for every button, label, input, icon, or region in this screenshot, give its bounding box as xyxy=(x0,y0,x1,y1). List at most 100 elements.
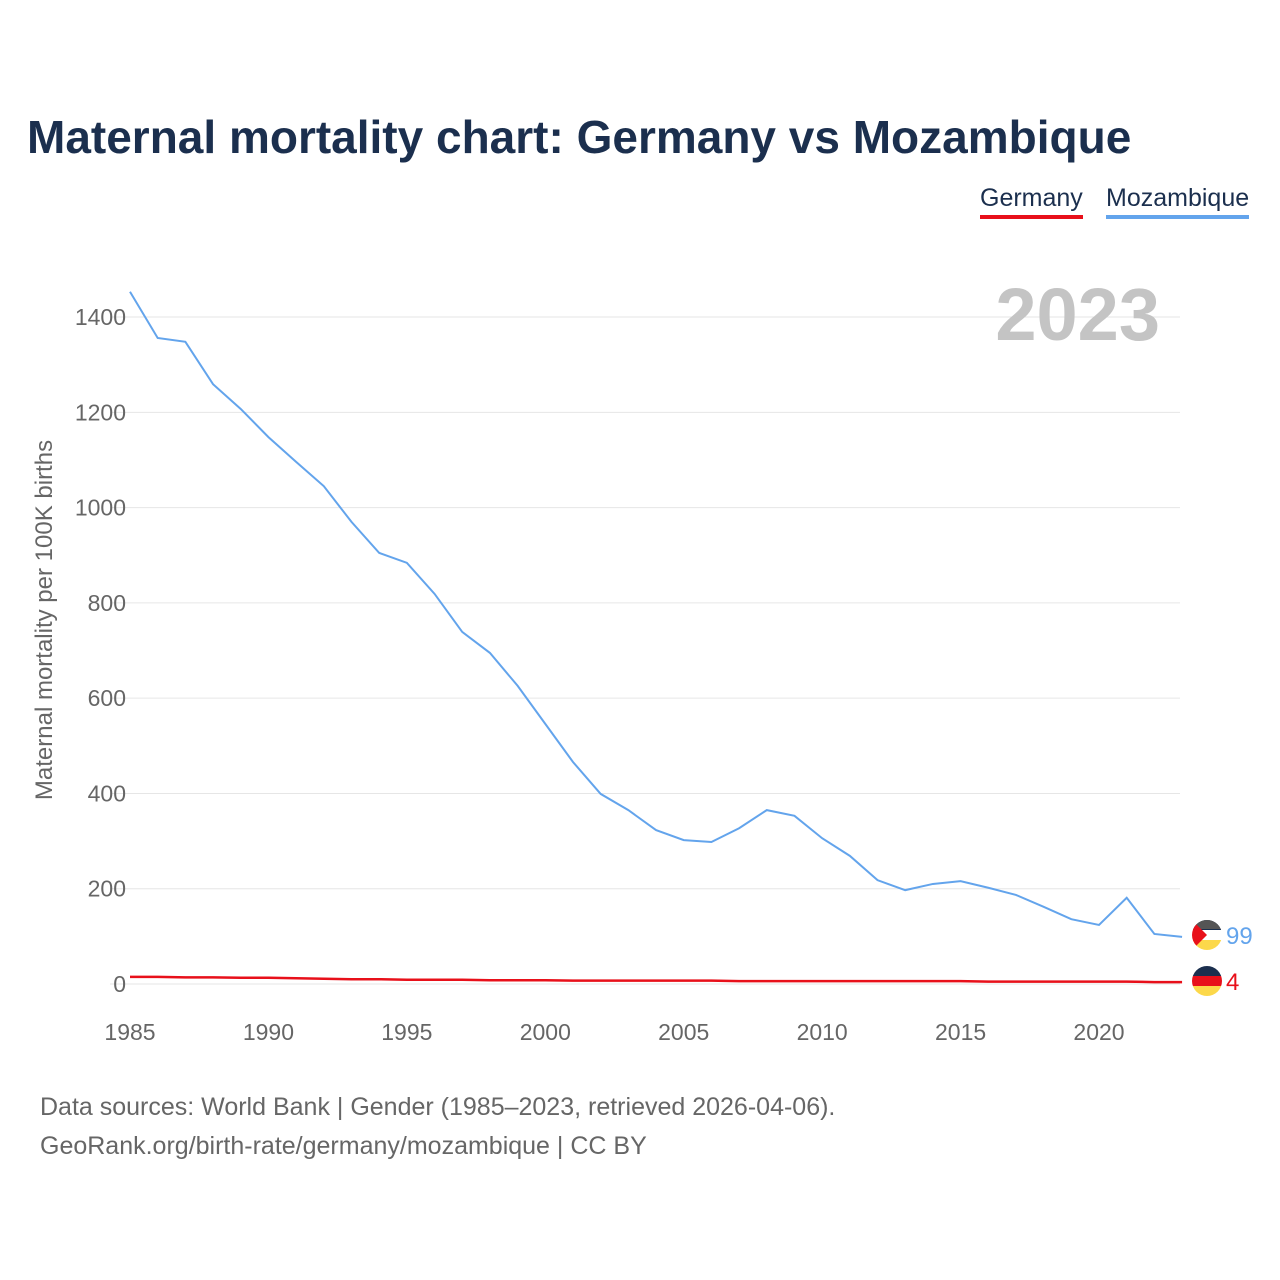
data-point xyxy=(958,878,964,884)
data-point xyxy=(155,335,161,341)
legend-mozambique[interactable]: Mozambique xyxy=(1106,184,1250,219)
year-label: 2023 xyxy=(995,273,1160,356)
data-point xyxy=(847,978,853,984)
data-point xyxy=(238,406,244,412)
data-point xyxy=(819,978,825,984)
data-point xyxy=(238,975,244,981)
data-point xyxy=(875,978,881,984)
data-point xyxy=(542,721,548,727)
data-point xyxy=(265,434,271,440)
chart-title: Maternal mortality chart: Germany vs Moz… xyxy=(27,111,1132,163)
data-point xyxy=(515,977,521,983)
data-point xyxy=(875,877,881,883)
data-point xyxy=(708,839,714,845)
series-line-mozambique xyxy=(129,291,1183,938)
data-point xyxy=(681,978,687,984)
y-tick-label: 200 xyxy=(88,876,126,902)
data-point xyxy=(348,976,354,982)
data-point xyxy=(1041,904,1047,910)
data-point xyxy=(930,978,936,984)
data-point xyxy=(210,974,216,980)
x-tick-label: 2015 xyxy=(935,1019,986,1045)
x-tick-label: 1985 xyxy=(104,1019,155,1045)
data-point xyxy=(1124,895,1130,901)
source-line-2[interactable]: GeoRank.org/birth-rate/germany/mozambiqu… xyxy=(40,1132,647,1160)
x-tick-label: 2010 xyxy=(797,1019,848,1045)
data-point xyxy=(930,881,936,887)
data-point xyxy=(598,791,604,797)
data-point xyxy=(1013,979,1019,985)
data-point xyxy=(542,977,548,983)
y-tick-label: 800 xyxy=(88,590,126,616)
y-axis-label: Maternal mortality per 100K births xyxy=(31,440,58,800)
flag-mozambique-icon xyxy=(1192,920,1222,950)
data-point xyxy=(182,339,188,345)
data-point xyxy=(958,978,964,984)
data-point xyxy=(791,978,797,984)
x-tick-label: 2000 xyxy=(520,1019,571,1045)
data-point xyxy=(764,807,770,813)
y-tick-label: 600 xyxy=(88,685,126,711)
data-point xyxy=(681,837,687,843)
data-point xyxy=(487,977,493,983)
data-point xyxy=(570,978,576,984)
data-point xyxy=(1068,979,1074,985)
end-value-mozambique: 99 xyxy=(1226,923,1253,950)
y-tick-label: 1400 xyxy=(75,304,126,330)
data-point xyxy=(791,813,797,819)
data-point xyxy=(625,978,631,984)
data-point xyxy=(459,629,465,635)
data-point xyxy=(764,978,770,984)
source-line-1: Data sources: World Bank | Gender (1985–… xyxy=(40,1093,836,1121)
data-point xyxy=(127,289,133,295)
data-point xyxy=(736,978,742,984)
data-point xyxy=(404,977,410,983)
data-point xyxy=(1013,892,1019,898)
data-point xyxy=(321,976,327,982)
data-point xyxy=(708,978,714,984)
data-point xyxy=(127,974,133,980)
data-point xyxy=(902,887,908,893)
data-point xyxy=(1096,979,1102,985)
data-point xyxy=(902,978,908,984)
series-line-germany xyxy=(130,975,1183,984)
y-tick-label: 0 xyxy=(113,971,126,997)
flag-germany-icon xyxy=(1192,966,1222,996)
data-point xyxy=(404,560,410,566)
y-tick-label: 1000 xyxy=(75,495,126,521)
data-point xyxy=(432,591,438,597)
data-point xyxy=(1068,916,1074,922)
data-point xyxy=(1124,979,1130,985)
data-point xyxy=(653,827,659,833)
y-tick-label: 400 xyxy=(88,780,126,806)
data-point xyxy=(459,977,465,983)
data-point xyxy=(847,853,853,859)
data-point xyxy=(819,835,825,841)
data-point xyxy=(265,975,271,981)
data-point xyxy=(985,979,991,985)
data-point xyxy=(348,519,354,525)
data-point xyxy=(1151,931,1157,937)
legend-germany[interactable]: Germany xyxy=(980,184,1083,219)
data-point xyxy=(985,885,991,891)
data-point xyxy=(182,974,188,980)
data-point xyxy=(155,974,161,980)
data-point xyxy=(376,976,382,982)
data-point xyxy=(570,759,576,765)
data-point xyxy=(653,978,659,984)
data-point xyxy=(321,483,327,489)
data-point xyxy=(487,650,493,656)
data-point xyxy=(1151,979,1157,985)
end-value-germany: 4 xyxy=(1226,969,1239,996)
data-point xyxy=(1041,979,1047,985)
source-note: Data sources: World Bank | Gender (1985–… xyxy=(40,1088,835,1166)
x-tick-label: 1995 xyxy=(381,1019,432,1045)
x-tick-label: 2020 xyxy=(1073,1019,1124,1045)
data-point xyxy=(515,683,521,689)
x-tick-label: 1990 xyxy=(243,1019,294,1045)
data-point xyxy=(293,459,299,465)
data-point xyxy=(736,825,742,831)
data-point xyxy=(293,975,299,981)
